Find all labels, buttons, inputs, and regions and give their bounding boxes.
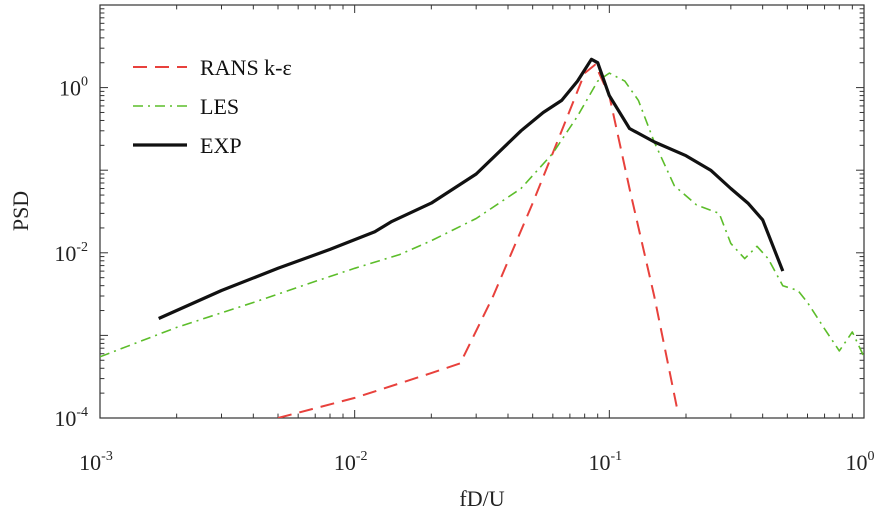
x-tick-label: 10-3 <box>79 449 113 475</box>
series-line-solid <box>158 57 785 320</box>
y-tick-label: 10-4 <box>54 405 88 431</box>
plot-area <box>100 57 864 418</box>
series-line-dashdot <box>100 72 864 358</box>
axis-ticks: 10-3 10-2 10-1 100 10-4 10-2 100 <box>54 4 875 475</box>
x-tick-label: 10-2 <box>334 449 368 475</box>
legend-label: LES <box>200 94 239 119</box>
legend-label: EXP <box>200 133 242 158</box>
y-tick-label: 10-2 <box>54 240 88 266</box>
series-line-dashed <box>277 63 679 418</box>
x-tick-label: 10-1 <box>588 449 622 475</box>
x-axis-label: fD/U <box>459 486 504 511</box>
legend: RANS k-ε LES EXP <box>133 55 292 158</box>
legend-label: RANS k-ε <box>200 55 292 80</box>
y-axis-label: PSD <box>8 191 33 231</box>
plot-frame <box>99 4 865 419</box>
y-tick-label: 100 <box>59 75 88 101</box>
x-tick-label: 100 <box>846 449 875 475</box>
